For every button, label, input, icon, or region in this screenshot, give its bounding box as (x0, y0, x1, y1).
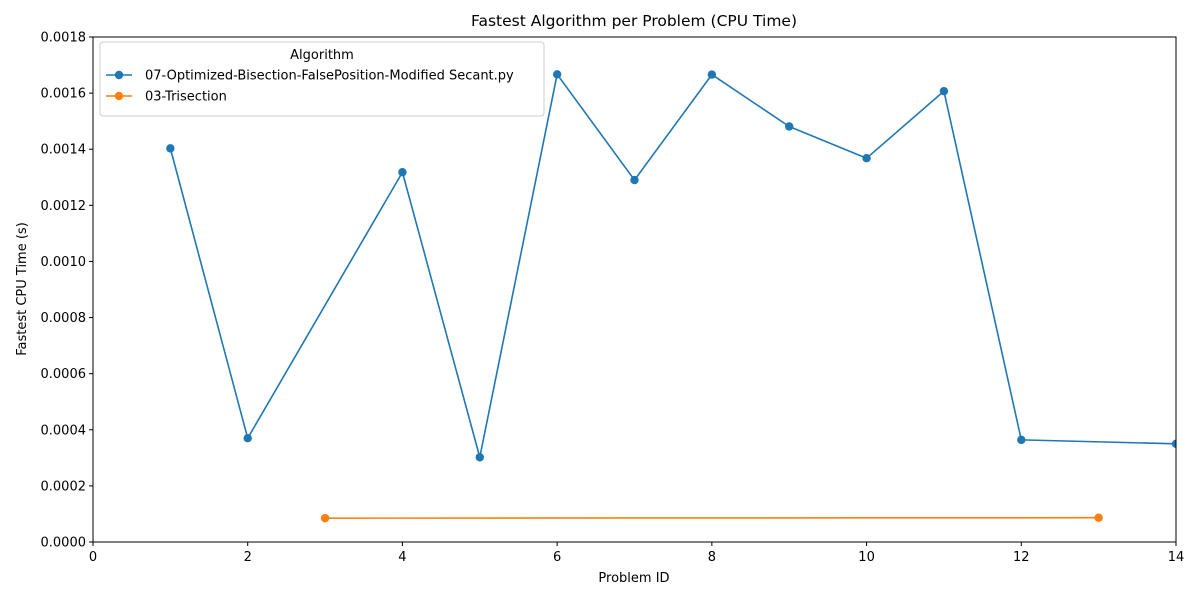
x-tick-label: 14 (1168, 550, 1185, 565)
x-tick-label: 4 (398, 550, 406, 565)
data-point (320, 513, 330, 523)
data-point (939, 86, 949, 96)
legend-marker (114, 70, 124, 80)
y-tick-label: 0.0014 (41, 143, 87, 158)
x-axis-title: Problem ID (598, 571, 669, 586)
legend: Algorithm 07-Optimized-Bisection-FalsePo… (99, 41, 545, 117)
legend-label: 07-Optimized-Bisection-FalsePosition-Mod… (145, 69, 514, 84)
y-tick-label: 0.0002 (41, 479, 87, 494)
data-point (1017, 435, 1026, 445)
chart-title: Fastest Algorithm per Problem (CPU Time) (471, 12, 797, 30)
data-point (707, 70, 717, 79)
legend-box (99, 41, 545, 117)
legend-title: Algorithm (290, 48, 354, 63)
y-tick-label: 0.0012 (41, 199, 87, 214)
data-point (1094, 513, 1103, 522)
data-point (398, 168, 407, 177)
x-tick-label: 6 (553, 550, 561, 565)
y-tick-label: 0.0016 (41, 87, 87, 102)
y-tick-label: 0.0018 (41, 31, 87, 46)
x-tick-label: 10 (858, 550, 875, 565)
data-point (166, 144, 175, 153)
data-point (630, 175, 639, 185)
y-tick-label: 0.0004 (41, 423, 87, 438)
data-point (475, 453, 484, 462)
y-axis-title: Fastest CPU Time (s) (15, 222, 30, 356)
plot-background (93, 37, 1176, 542)
data-point (552, 70, 562, 79)
series-group (166, 70, 1176, 523)
y-tick-label: 0.0000 (41, 536, 87, 551)
data-point (785, 122, 794, 131)
legend-marker (114, 91, 124, 101)
plot-frame (92, 36, 1177, 543)
series-line-1 (169, 73, 1176, 459)
x-tick-label: 12 (1013, 550, 1030, 565)
x-tick-label: 2 (244, 550, 252, 565)
data-point (243, 433, 252, 443)
x-tick-label: 0 (89, 550, 97, 565)
data-point (862, 154, 871, 163)
legend-label: 03-Trisection (145, 90, 227, 105)
plot-area: 0 2 4 6 8 10 12 14 0.0000 0.0002 0.0004 0.0006 0.000… (41, 31, 1185, 566)
y-tick-label: 0.0006 (41, 367, 87, 382)
x-tick-label: 8 (708, 550, 716, 565)
data-point (1171, 439, 1176, 449)
y-tick-label: 0.0010 (41, 255, 87, 270)
y-tick-label: 0.0008 (41, 311, 87, 326)
